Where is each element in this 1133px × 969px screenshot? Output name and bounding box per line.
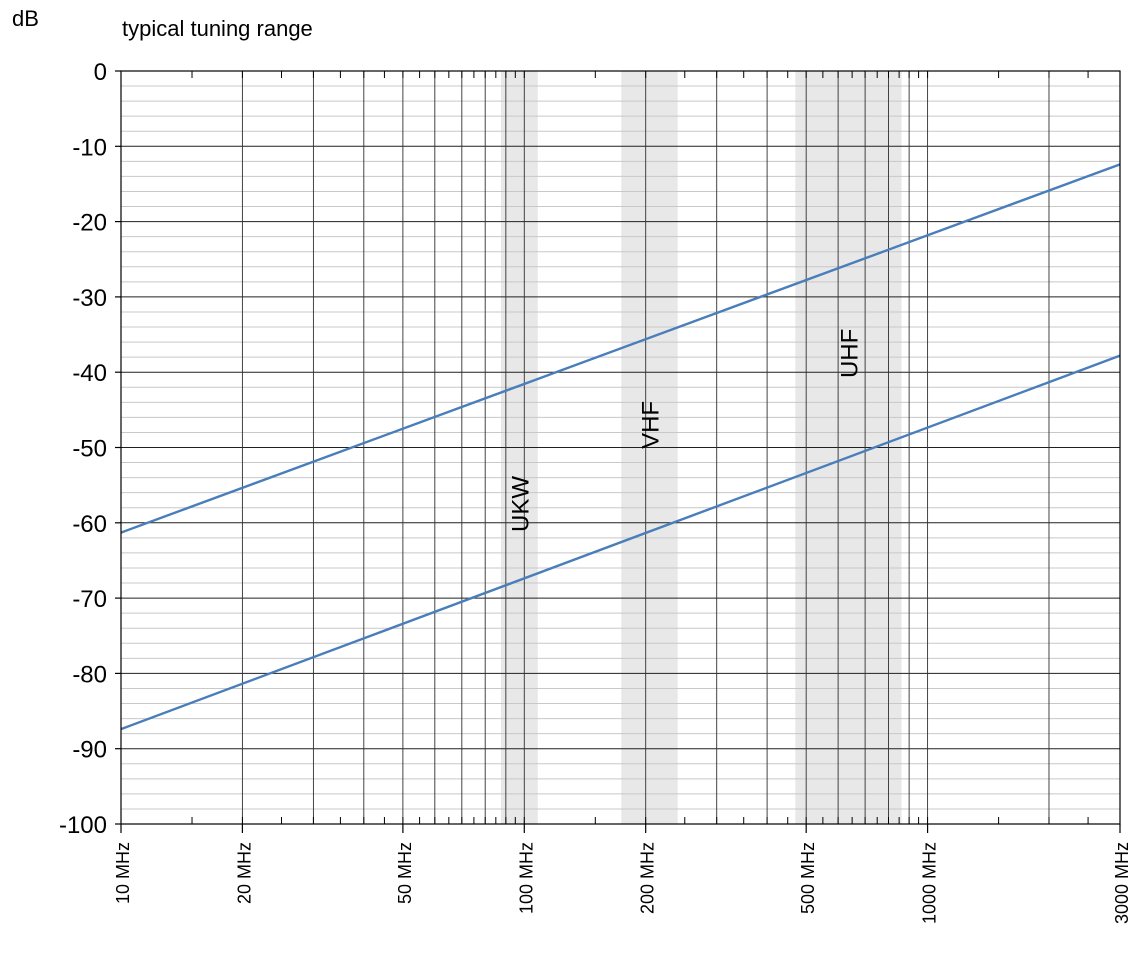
series-line-2 bbox=[120, 354, 1121, 731]
series-line-1 bbox=[120, 163, 1121, 534]
y-tick-label: -20 bbox=[72, 210, 107, 237]
series-lines bbox=[120, 163, 1121, 731]
tick-labels: UKW VHF UHF 0 -10 -20 -30 -40 -50 -60 -70 -80 -90 -10… bbox=[59, 59, 1132, 924]
y-tick-label: -40 bbox=[72, 360, 107, 387]
y-tick-label: -50 bbox=[72, 436, 107, 463]
x-tick-label: 100 MHz bbox=[516, 842, 536, 914]
x-tick-label: 50 MHz bbox=[395, 842, 415, 904]
x-tick-label: 1000 MHz bbox=[920, 842, 940, 924]
axes bbox=[115, 70, 1121, 833]
x-tick-label: 20 MHz bbox=[234, 842, 254, 904]
y-tick-label: -30 bbox=[72, 285, 107, 312]
x-tick-label: 500 MHz bbox=[798, 842, 818, 914]
y-tick-label: -100 bbox=[59, 812, 107, 839]
y-tick-label: -70 bbox=[72, 586, 107, 613]
band-label-vhf: VHF bbox=[637, 401, 664, 449]
band-label-ukw: UKW bbox=[507, 476, 534, 532]
grid bbox=[120, 70, 1121, 825]
x-tick-label: 10 MHz bbox=[113, 842, 133, 904]
x-tick-label: 200 MHz bbox=[638, 842, 658, 914]
y-tick-label: -90 bbox=[72, 737, 107, 764]
y-axis-unit-label: dB bbox=[12, 6, 39, 31]
y-tick-label: 0 bbox=[94, 59, 107, 86]
y-tick-label: -80 bbox=[72, 661, 107, 688]
y-tick-label: -60 bbox=[72, 511, 107, 538]
band-label-uhf: UHF bbox=[836, 329, 863, 378]
y-tick-label: -10 bbox=[72, 134, 107, 161]
chart-title: typical tuning range bbox=[122, 16, 313, 41]
x-tick-label: 3000 MHz bbox=[1112, 842, 1132, 924]
